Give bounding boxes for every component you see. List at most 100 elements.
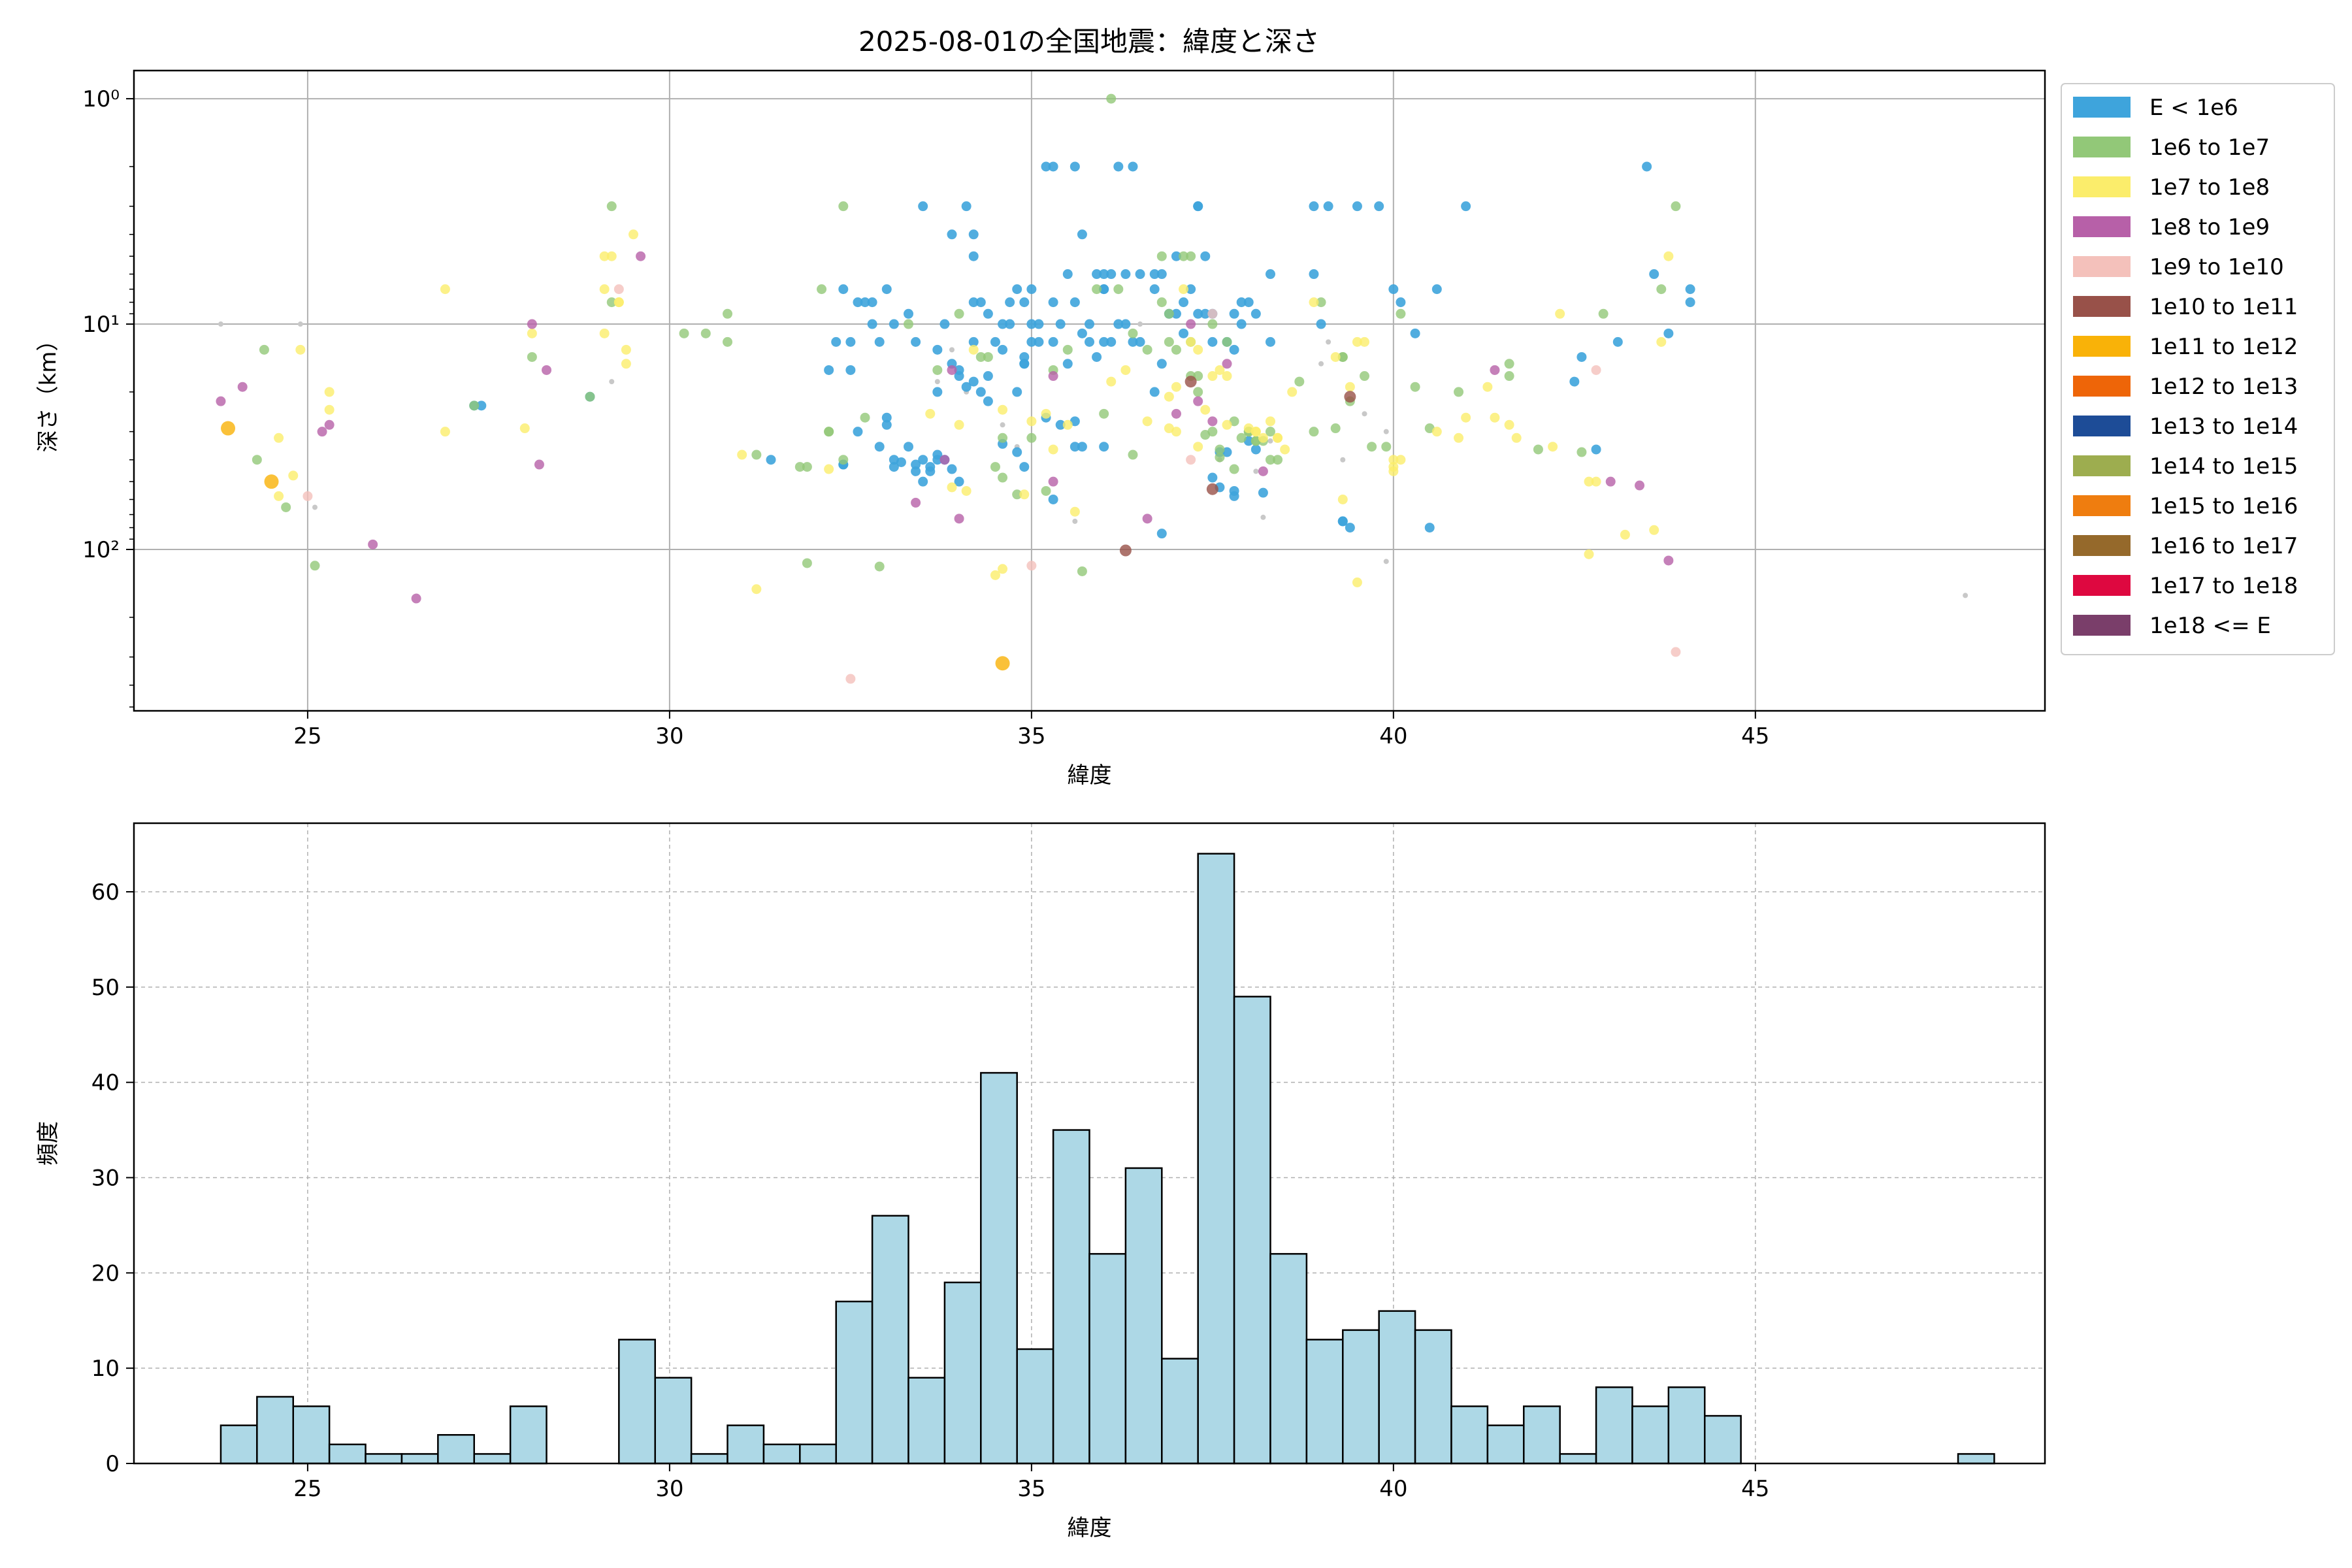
scatter-point — [1250, 308, 1261, 319]
histogram-bar — [727, 1424, 765, 1465]
histogram-bar — [1378, 1310, 1416, 1465]
scatter-point — [1243, 423, 1254, 434]
scatter-point — [1149, 387, 1160, 397]
scatter-point — [968, 376, 979, 387]
scatter-point — [599, 251, 610, 261]
histogram-x-ticks: 25 30 35 40 45 — [293, 1463, 1769, 1502]
scatter-point — [1250, 444, 1261, 455]
legend-label: 1e8 to 1e9 — [2149, 214, 2270, 240]
scatter-chart: 25 30 35 40 45 10⁰ 10¹ 10² 緯度 深さ（km） — [35, 69, 2046, 789]
scatter-point — [1360, 371, 1370, 382]
scatter-point — [860, 297, 870, 308]
scatter-point — [1381, 442, 1392, 452]
scatter-point — [476, 400, 487, 411]
scatter-point — [1207, 319, 1218, 329]
histogram-bar — [618, 1339, 656, 1465]
histogram-y-tick-label: 40 — [91, 1070, 120, 1096]
scatter-point — [889, 319, 899, 329]
scatter-point-small — [1137, 321, 1143, 327]
scatter-point — [845, 674, 856, 684]
scatter-point — [1186, 455, 1196, 465]
scatter-point — [1026, 284, 1037, 295]
scatter-point — [237, 382, 248, 392]
scatter-point — [1229, 491, 1239, 501]
scatter-point — [1620, 529, 1630, 540]
scatter-point — [1184, 376, 1197, 388]
histogram-bar — [1486, 1424, 1525, 1465]
histogram-frame — [133, 822, 2046, 1465]
scatter-point — [1026, 336, 1037, 347]
legend-label: 1e18 <= E — [2149, 613, 2271, 639]
scatter-point — [1555, 308, 1565, 319]
legend-swatch — [2073, 176, 2131, 197]
scatter-point — [918, 201, 928, 212]
scatter-point — [1280, 444, 1290, 455]
scatter-point — [904, 442, 914, 452]
scatter-point — [1041, 408, 1051, 419]
scatter-point — [1265, 427, 1275, 437]
scatter-point — [925, 408, 936, 419]
scatter-point — [1171, 427, 1181, 437]
scatter-point — [1106, 93, 1117, 104]
scatter-point-small — [934, 379, 940, 385]
scatter-point — [1171, 251, 1181, 261]
scatter-point — [274, 491, 284, 501]
scatter-point — [998, 472, 1008, 483]
scatter-point — [216, 396, 226, 406]
scatter-point — [519, 423, 530, 434]
scatter-point — [1584, 549, 1594, 559]
scatter-point — [998, 344, 1008, 355]
legend-swatch — [2073, 256, 2131, 277]
scatter-point — [1048, 494, 1058, 504]
scatter-point — [867, 297, 877, 308]
histogram-y-tick-label: 20 — [91, 1260, 120, 1286]
scatter-point — [221, 421, 236, 436]
scatter-point — [1128, 328, 1138, 338]
scatter-point — [1309, 201, 1319, 212]
scatter-point — [824, 464, 834, 474]
scatter-point — [527, 319, 537, 329]
histogram-bar — [1088, 1252, 1127, 1465]
scatter-point — [954, 514, 964, 524]
scatter-point — [1294, 376, 1305, 387]
scatter-point — [1352, 201, 1362, 212]
scatter-point — [1092, 351, 1102, 362]
scatter-point — [911, 336, 921, 347]
scatter-point — [264, 474, 279, 489]
scatter-point — [845, 365, 856, 375]
scatter-point — [1193, 344, 1203, 355]
scatter-point — [599, 328, 610, 338]
scatter-point — [1265, 416, 1275, 427]
scatter-point-small — [1383, 429, 1389, 434]
scatter-point — [1062, 344, 1073, 355]
scatter-point — [1179, 328, 1189, 338]
histogram-bar — [1957, 1453, 1995, 1465]
scatter-point — [1019, 489, 1030, 500]
scatter-point — [1316, 319, 1326, 329]
scatter-point — [1431, 284, 1442, 295]
scatter-point — [1287, 387, 1298, 397]
scatter-point — [918, 455, 928, 465]
histogram-x-tick-label: 40 — [1379, 1476, 1407, 1502]
legend-swatch — [2073, 416, 2131, 436]
scatter-point-small — [1072, 518, 1078, 524]
scatter-point — [1482, 382, 1493, 392]
legend-swatch — [2073, 535, 2131, 556]
scatter-point — [1041, 161, 1051, 172]
scatter-y-tick-label: 10² — [82, 537, 120, 563]
scatter-point — [1077, 229, 1087, 240]
scatter-point — [998, 564, 1008, 574]
scatter-point — [1656, 336, 1667, 347]
scatter-point — [606, 297, 617, 308]
scatter-point — [1352, 336, 1362, 347]
scatter-point — [1099, 408, 1109, 419]
scatter-point — [1099, 269, 1109, 280]
scatter-point — [1128, 161, 1138, 172]
scatter-point — [1511, 433, 1522, 443]
scatter-point — [1135, 336, 1145, 347]
scatter-point — [1106, 376, 1117, 387]
scatter-point — [1186, 336, 1196, 347]
scatter-point — [932, 449, 943, 460]
histogram-x-tick-label: 35 — [1017, 1476, 1045, 1502]
scatter-y-tick-label: 10¹ — [82, 312, 120, 338]
